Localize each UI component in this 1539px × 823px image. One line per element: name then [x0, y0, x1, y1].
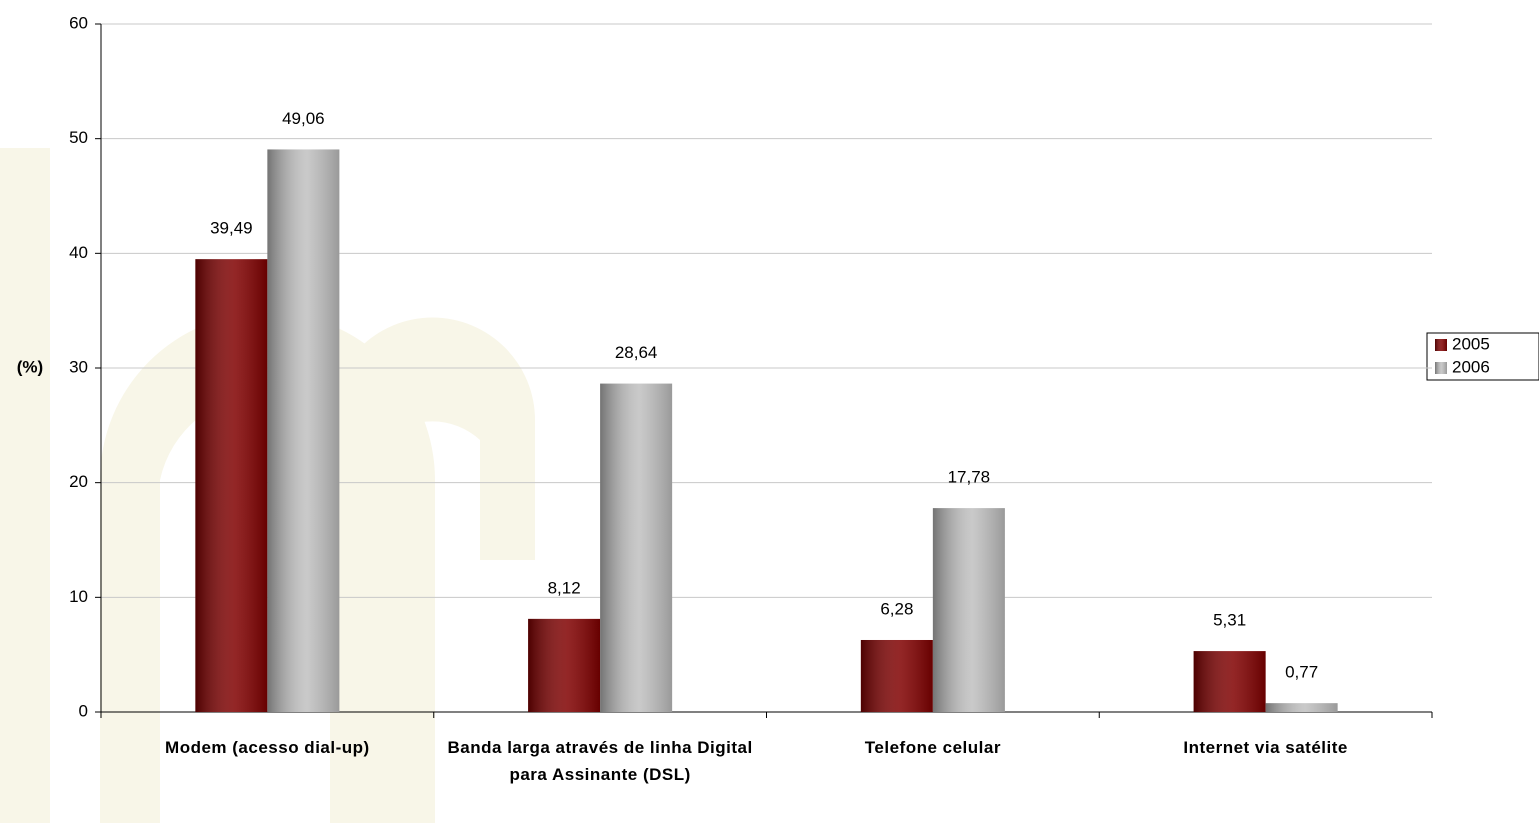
y-tick-label: 40 [69, 243, 88, 262]
legend-label: 2005 [1452, 334, 1490, 353]
watermark [0, 148, 535, 823]
data-label: 6,28 [880, 599, 913, 618]
y-tick-label: 50 [69, 128, 88, 147]
y-tick-label: 10 [69, 587, 88, 606]
x-tick-label: Internet via satélite [1183, 738, 1348, 757]
y-tick-label: 60 [69, 13, 88, 32]
bar-shade [1193, 651, 1266, 712]
data-label: 0,77 [1285, 663, 1318, 682]
x-tick-label: Banda larga através de linha Digital par… [447, 738, 753, 784]
y-axis-label: (%) [17, 357, 43, 376]
data-label: 49,06 [282, 109, 325, 128]
x-tick-label: Telefone celular [864, 738, 1001, 757]
bar-shade [932, 508, 1005, 712]
bar-shade [1265, 703, 1338, 712]
y-tick-label: 20 [69, 472, 88, 491]
data-label: 8,12 [548, 578, 581, 597]
legend-swatch-shade [1435, 339, 1447, 351]
y-tick-label: 30 [69, 357, 88, 376]
data-label: 5,31 [1213, 611, 1246, 630]
legend-label: 2006 [1452, 357, 1490, 376]
data-label: 17,78 [948, 468, 991, 487]
data-label: 28,64 [615, 343, 658, 362]
bar-shade [267, 149, 340, 713]
y-tick-label: 0 [79, 701, 88, 720]
bar-shade [195, 259, 268, 712]
x-tick-label: Modem (acesso dial-up) [165, 738, 370, 757]
bar-shade [600, 383, 673, 712]
data-label: 39,49 [210, 219, 253, 238]
bar-shade [528, 618, 601, 712]
bar-shade [860, 639, 933, 712]
legend-swatch-shade [1435, 362, 1447, 374]
